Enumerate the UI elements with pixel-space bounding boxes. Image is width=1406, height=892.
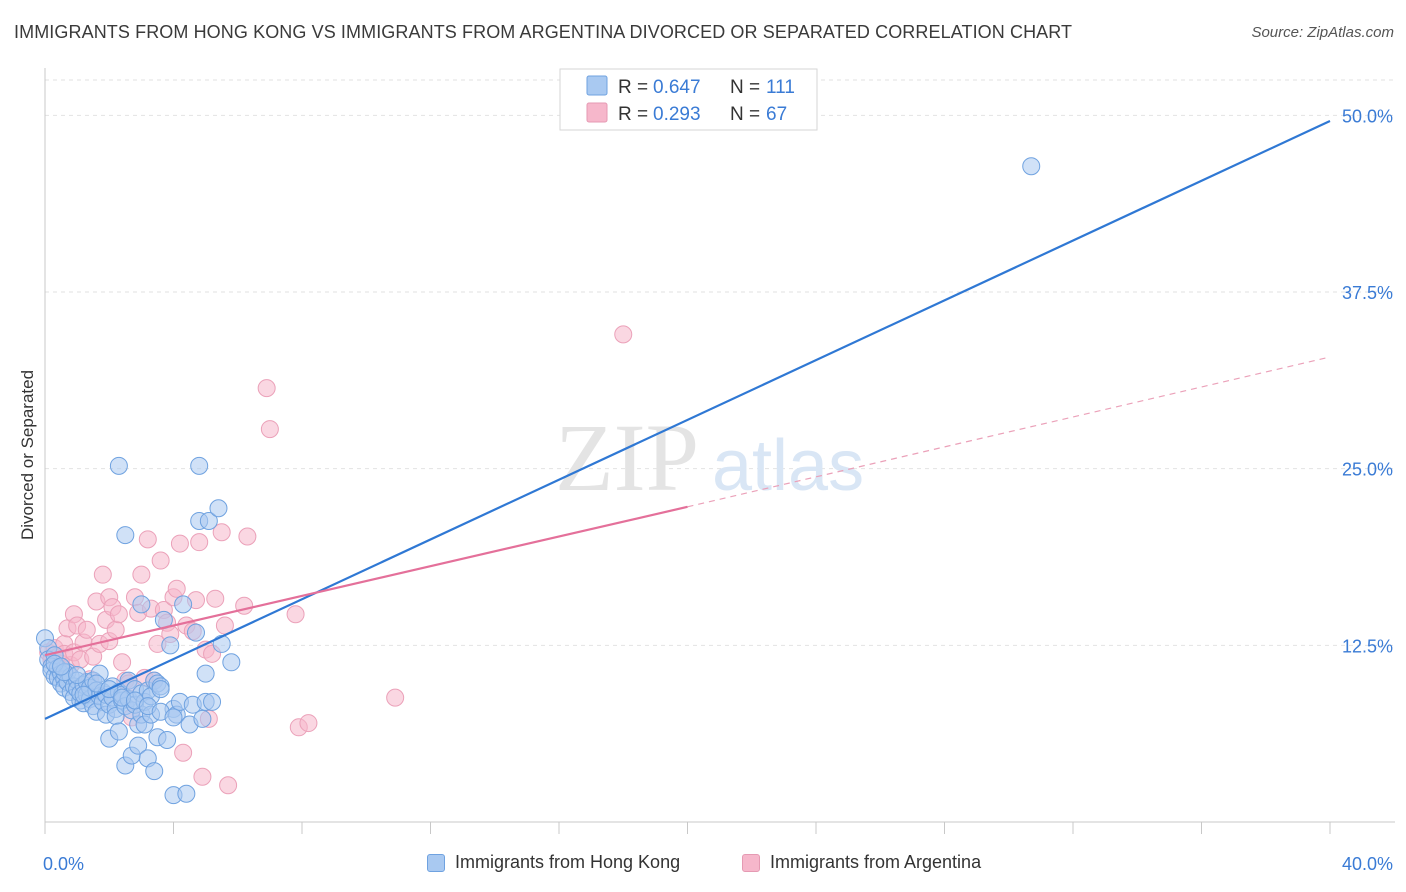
argentina-point-24 xyxy=(106,620,125,639)
y-axis-label: Divorced or Separated xyxy=(18,369,37,541)
argentina-point-38 xyxy=(151,551,170,570)
watermark-atlas: atlas xyxy=(712,426,864,506)
series-hong-kong-points xyxy=(36,157,1041,805)
hong-kong-point-74 xyxy=(158,731,177,750)
argentina-point-14 xyxy=(77,620,96,639)
hong-kong-point-94 xyxy=(132,595,151,614)
argentina-point-26 xyxy=(113,653,132,672)
argentina-point-19 xyxy=(93,565,112,584)
hong-kong-point-86 xyxy=(193,709,212,728)
legend-item-hong-kong: Immigrants from Hong Kong xyxy=(427,852,680,873)
hong-kong-point-87 xyxy=(196,664,215,683)
legend-bottom: Immigrants from Hong Kong Immigrants fro… xyxy=(0,852,1406,878)
legend-swatch-argentina xyxy=(742,853,760,872)
trend-lines xyxy=(44,119,1331,720)
argentina-point-62 xyxy=(286,605,305,624)
x-tick-label-1: 40.0% xyxy=(1342,854,1393,874)
legend-label-argentina: Immigrants from Argentina xyxy=(770,852,982,872)
argentina-point-49 xyxy=(190,533,209,552)
legend-item-argentina: Immigrants from Argentina xyxy=(742,852,981,873)
argentina-point-43 xyxy=(167,579,186,598)
hong-kong-point-81 xyxy=(177,784,196,803)
axes xyxy=(44,68,1395,834)
argentina-point-55 xyxy=(212,523,231,542)
hong-kong-point-68 xyxy=(145,762,164,781)
legend-n-label-hong-kong: N = xyxy=(730,77,765,98)
hong-kong-point-75 xyxy=(161,636,180,655)
legend-swatch-argentina xyxy=(586,102,608,123)
hong-kong-point-100 xyxy=(68,666,87,685)
legend-n-value-argentina: 67 xyxy=(766,104,787,125)
hong-kong-point-95 xyxy=(116,526,135,545)
watermark-zip: ZIP xyxy=(555,404,699,511)
argentina-point-45 xyxy=(174,743,193,762)
hong-kong-point-89 xyxy=(199,511,218,530)
argentina-point-66 xyxy=(614,325,633,344)
hong-kong-point-58 xyxy=(129,736,148,755)
argentina-point-58 xyxy=(238,527,257,546)
hong-kong-point-97 xyxy=(190,456,209,475)
argentina-point-32 xyxy=(132,565,151,584)
series-argentina-points xyxy=(39,325,633,795)
y-tick-label-0: 12.5% xyxy=(1342,636,1393,656)
hong-kong-point-92 xyxy=(212,634,231,653)
legend-n-label-argentina: N = xyxy=(730,104,765,125)
legend-r-value-argentina: 0.293 xyxy=(653,104,701,125)
x-tick-label-0: 0.0% xyxy=(43,854,84,874)
trend-line-argentina xyxy=(44,505,688,657)
hong-kong-point-84 xyxy=(186,623,205,642)
hong-kong-point-93 xyxy=(222,653,241,672)
argentina-point-54 xyxy=(206,589,225,608)
y-tick-label-1: 25.0% xyxy=(1342,460,1393,480)
hong-kong-point-91 xyxy=(209,499,228,518)
hong-kong-point-90 xyxy=(203,692,222,711)
hong-kong-point-96 xyxy=(109,456,128,475)
legend-top: R = 0.647 N = 111 R = 0.293 N = 67 xyxy=(559,68,818,131)
y-tick-label-3: 50.0% xyxy=(1342,106,1393,126)
argentina-point-61 xyxy=(260,420,279,439)
tick-labels: 12.5% 25.0% 37.5% 50.0% 0.0% 40.0% xyxy=(43,106,1393,874)
argentina-point-25 xyxy=(109,605,128,624)
gridlines xyxy=(45,79,1395,646)
hong-kong-point-108 xyxy=(164,708,183,727)
hong-kong-point-80 xyxy=(174,595,193,614)
argentina-point-50 xyxy=(193,767,212,786)
legend-r-value-hong-kong: 0.647 xyxy=(653,77,701,98)
argentina-point-64 xyxy=(299,714,318,733)
source-label: Source: ZipAtlas.com xyxy=(1251,24,1394,41)
hong-kong-point-72 xyxy=(151,680,170,699)
watermark: ZIP atlas xyxy=(555,404,864,511)
trend-line-hong-kong xyxy=(44,119,1331,720)
argentina-point-34 xyxy=(138,530,157,549)
chart-title: IMMIGRANTS FROM HONG KONG VS IMMIGRANTS … xyxy=(14,22,1073,42)
argentina-point-60 xyxy=(257,379,276,398)
argentina-point-57 xyxy=(219,776,238,795)
legend-label-hong-kong: Immigrants from Hong Kong xyxy=(455,852,681,872)
argentina-point-65 xyxy=(386,688,405,707)
legend-r-label-hong-kong: R = xyxy=(618,77,653,98)
argentina-point-44 xyxy=(170,534,189,553)
legend-n-value-hong-kong: 111 xyxy=(766,77,795,98)
hong-kong-point-46 xyxy=(109,722,128,741)
legend-r-label-argentina: R = xyxy=(618,104,653,125)
hong-kong-point-109 xyxy=(1022,157,1041,176)
legend-swatch-hong-kong xyxy=(586,75,608,96)
y-tick-label-2: 37.5% xyxy=(1342,283,1393,303)
hong-kong-point-110 xyxy=(52,657,71,676)
legend-swatch-hong-kong xyxy=(427,853,445,872)
